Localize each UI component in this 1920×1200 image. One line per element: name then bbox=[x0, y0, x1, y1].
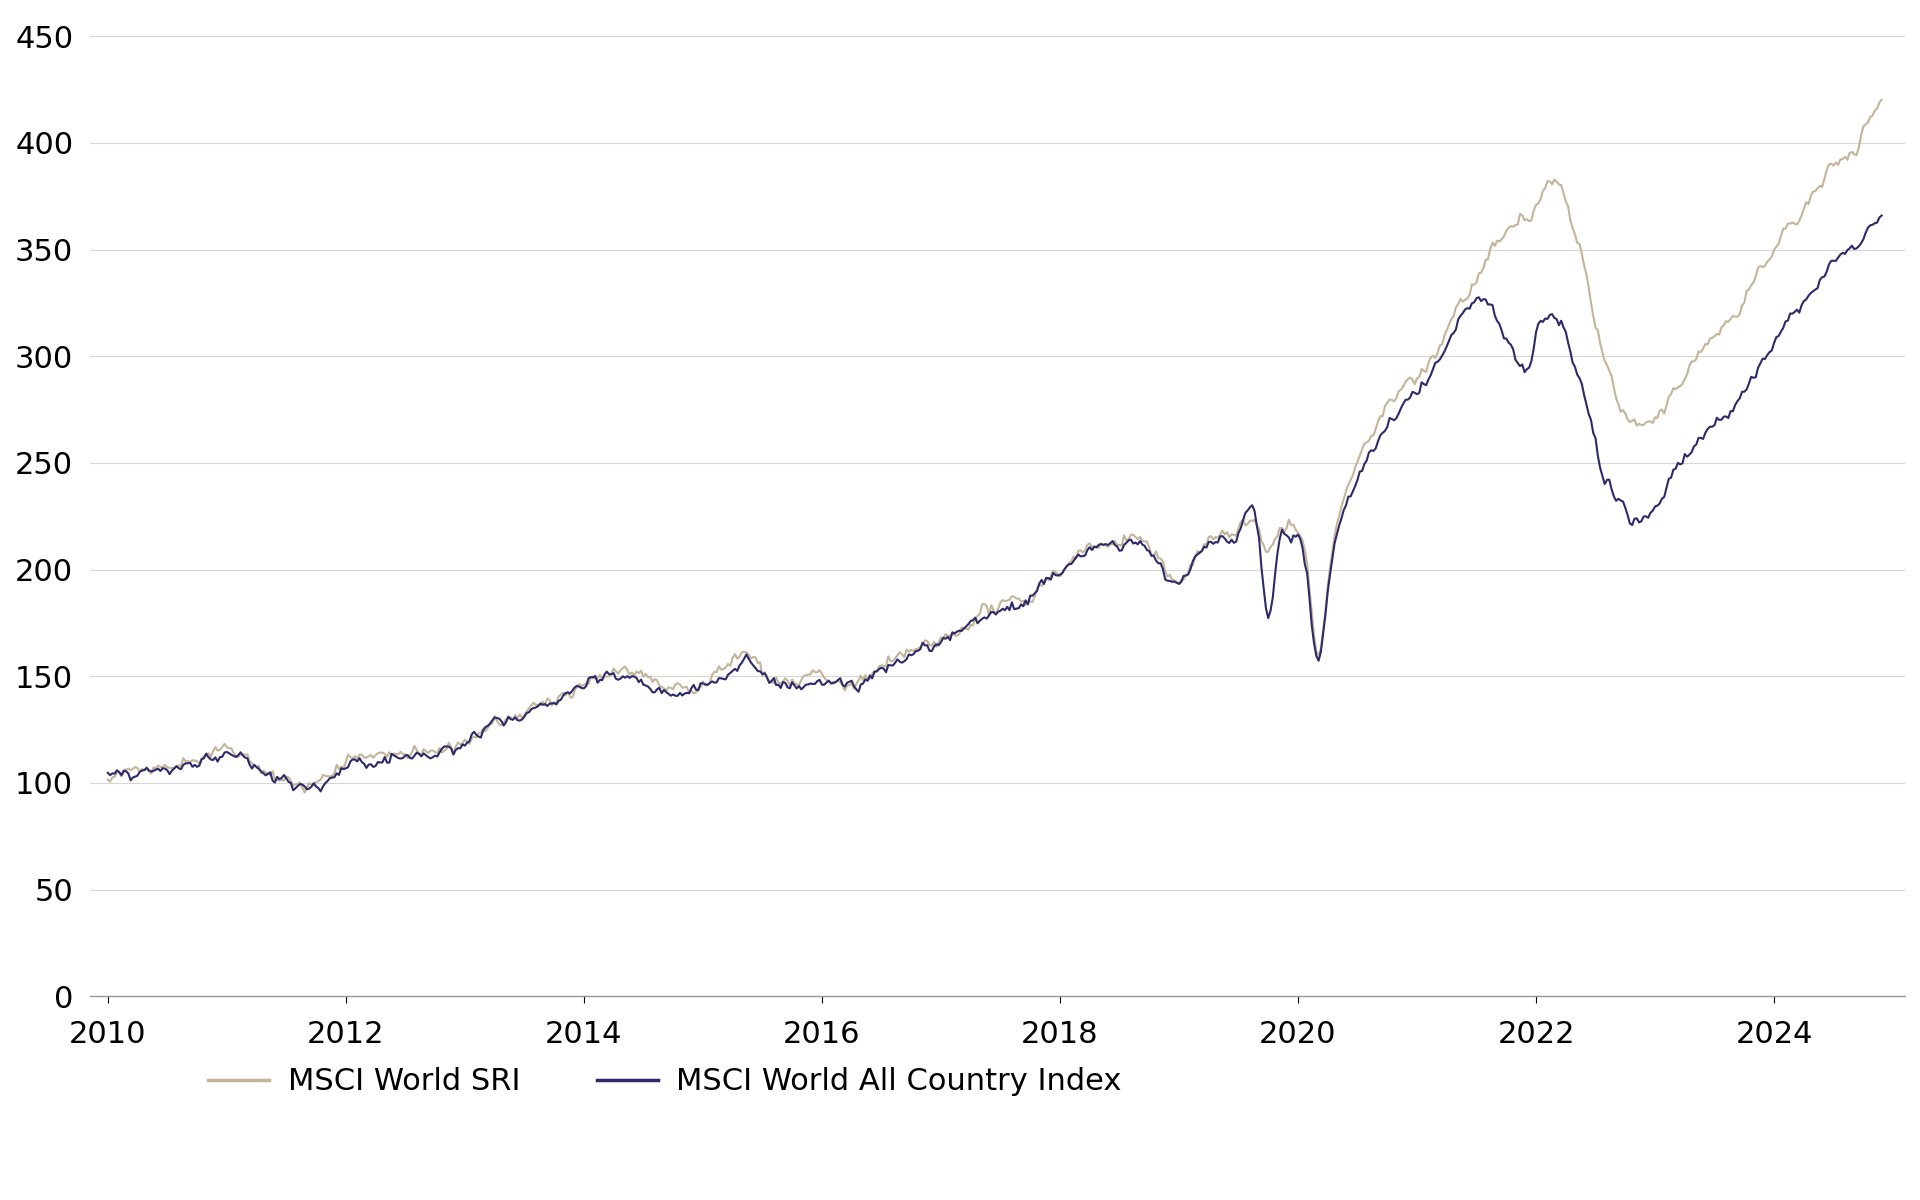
Legend: MSCI World SRI, MSCI World All Country Index: MSCI World SRI, MSCI World All Country I… bbox=[196, 1055, 1133, 1109]
